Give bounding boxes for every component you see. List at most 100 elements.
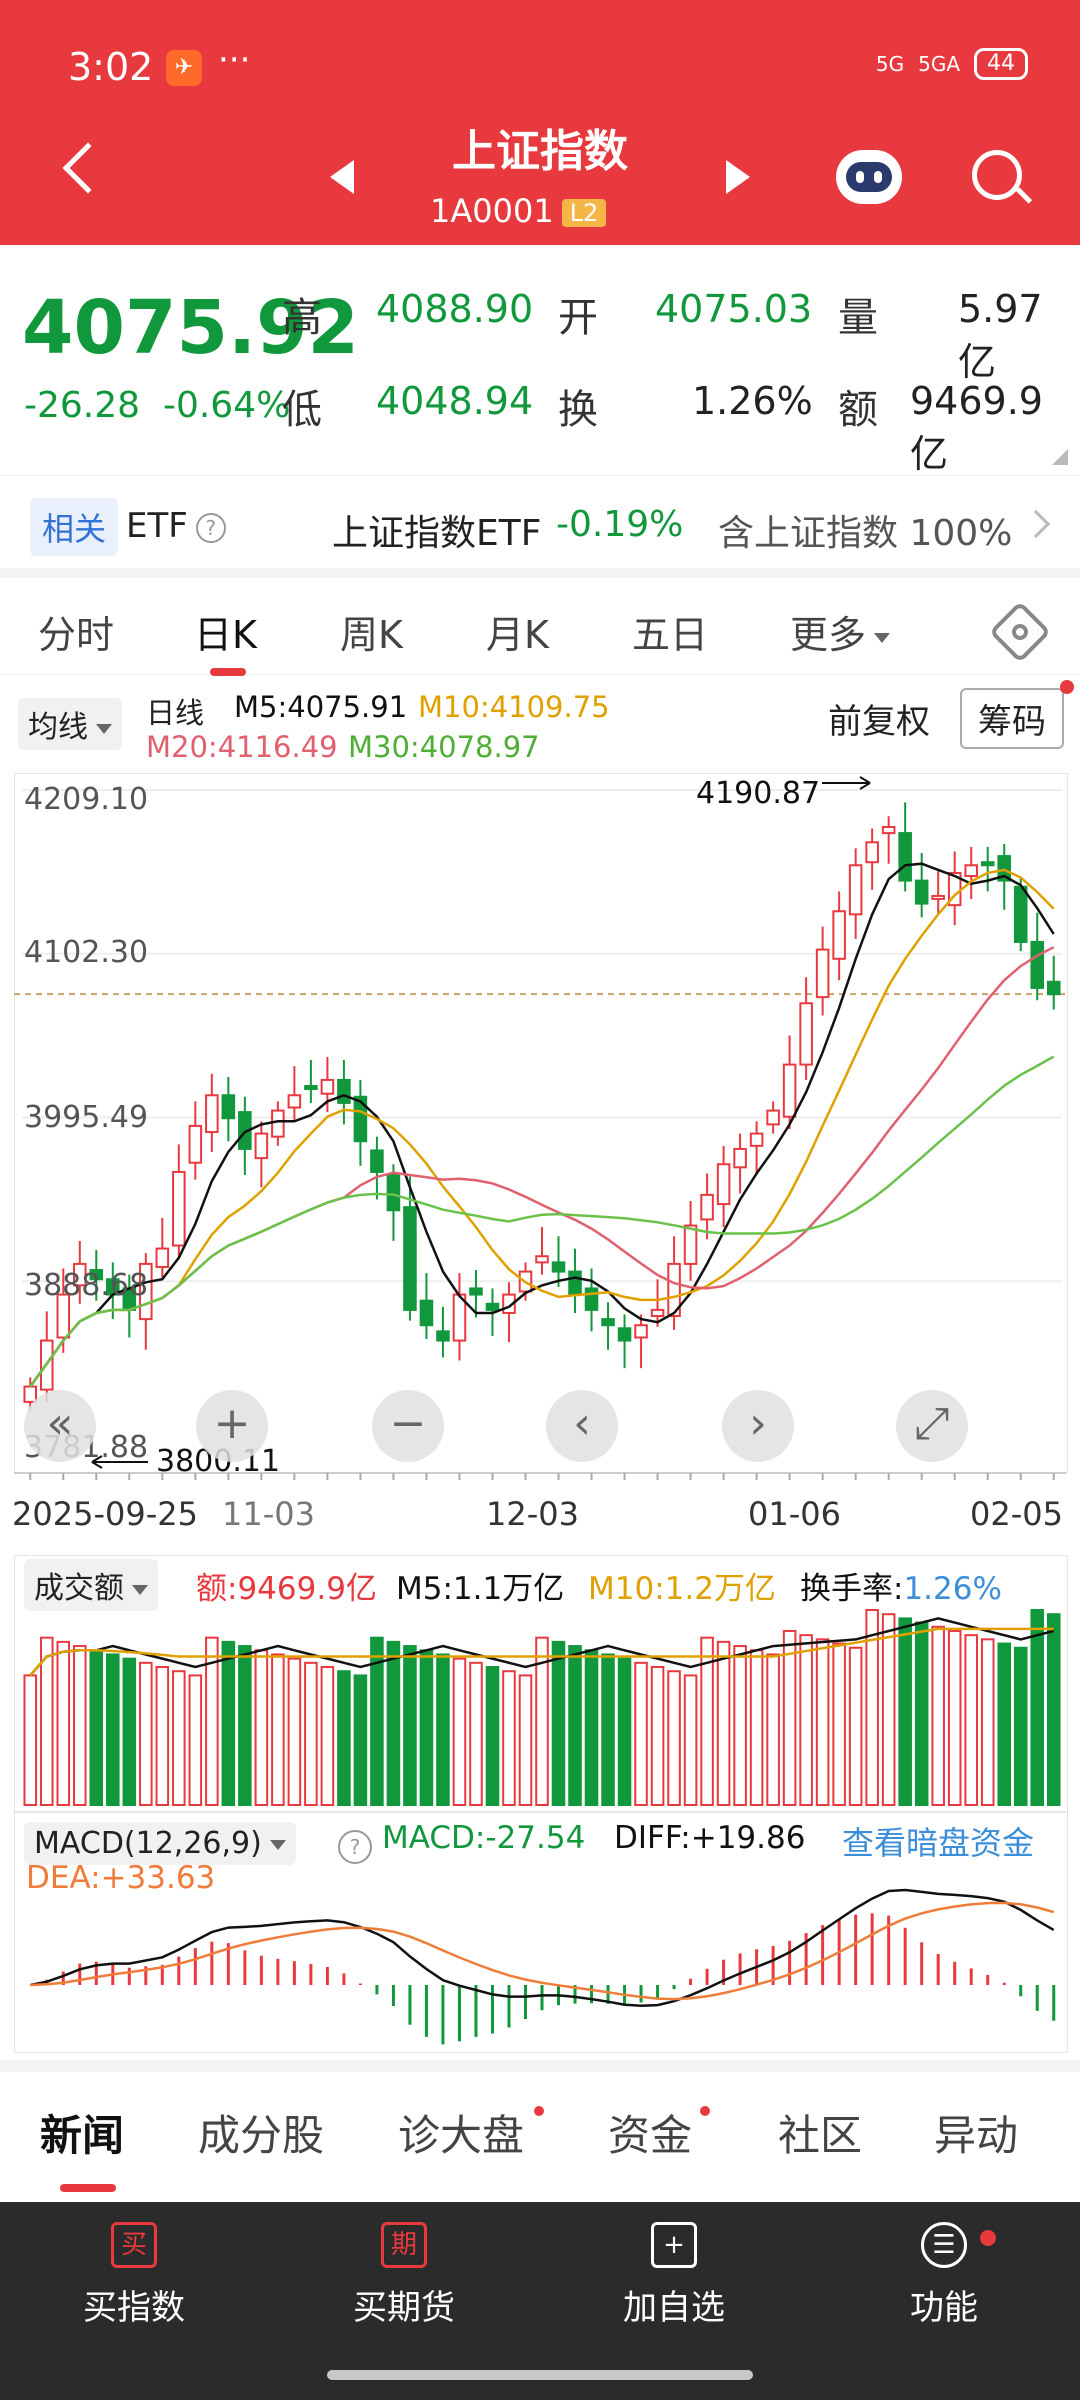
- period-tabs: 分时 日K 周K 月K 五日 更多: [0, 580, 1080, 676]
- scroll-right-button[interactable]: ›: [722, 1390, 794, 1462]
- buy-index-button[interactable]: 买 买指数: [34, 2222, 234, 2329]
- tab-movement[interactable]: 异动: [934, 2111, 1019, 2160]
- volume-bar: [188, 1674, 203, 1806]
- min-arrowhead: [91, 1455, 103, 1469]
- related-tag: 相关: [30, 498, 119, 556]
- volume-bar: [205, 1636, 219, 1806]
- macd-help-icon[interactable]: ?: [338, 1830, 372, 1864]
- tab-intraday[interactable]: 分时: [38, 613, 115, 657]
- volume-chart[interactable]: [0, 0, 1080, 2060]
- volume-bar: [287, 1657, 302, 1806]
- volume-bar: [898, 1617, 912, 1806]
- turnover-rate-value: 1.26%: [903, 1571, 1002, 1607]
- etf-name: 上证指数ETF: [332, 513, 542, 554]
- volume-bar: [716, 1640, 731, 1806]
- candle-body: [716, 1163, 731, 1206]
- y-tick-label: 3888.68: [24, 1268, 149, 1303]
- tab-community[interactable]: 社区: [778, 2111, 863, 2160]
- related-etf-bar[interactable]: 相关 ETF? 上证指数ETF -0.19% 含上证指数 100%: [0, 475, 1080, 575]
- macd-selector[interactable]: MACD(12,26,9): [24, 1822, 296, 1865]
- volume-bar: [73, 1645, 87, 1807]
- volume-bar: [155, 1666, 170, 1806]
- ai-assistant-icon[interactable]: [836, 150, 902, 204]
- ma-selector-label: 均线: [28, 710, 88, 745]
- diff-value: DIFF:+19.86: [614, 1820, 806, 1856]
- tab-five-day[interactable]: 五日: [632, 613, 709, 657]
- volume-bar: [914, 1621, 929, 1807]
- tab-funds[interactable]: 资金: [608, 2111, 693, 2160]
- tab-more[interactable]: 更多: [790, 604, 891, 659]
- chips-button[interactable]: 筹码: [960, 688, 1064, 749]
- etf-label: ETF?: [126, 506, 226, 546]
- dark-pool-link[interactable]: 查看暗盘资金: [842, 1824, 1035, 1862]
- x-date-label: 01-06: [748, 1495, 841, 1533]
- fullscreen-button[interactable]: ⤢: [896, 1390, 968, 1462]
- tab-news[interactable]: 新闻: [40, 2111, 125, 2160]
- volume-bar: [353, 1674, 368, 1806]
- candle-body: [683, 1224, 698, 1265]
- volume-bar: [782, 1629, 797, 1807]
- next-index-icon[interactable]: [726, 160, 750, 194]
- zoom-out-button[interactable]: −: [372, 1390, 444, 1462]
- l2-badge[interactable]: L2: [561, 199, 607, 227]
- more-notifications-icon: ···: [218, 40, 251, 80]
- candle-body: [221, 1094, 236, 1120]
- candle-body: [799, 1002, 813, 1066]
- candle-body: [964, 864, 978, 878]
- etf-holding: 含上证指数 100%: [718, 513, 1013, 554]
- volume-bar: [865, 1609, 879, 1806]
- change-value: -26.28: [24, 385, 141, 426]
- buy-icon: 买: [111, 2222, 157, 2268]
- volume-bar: [106, 1653, 120, 1807]
- ma-selector[interactable]: 均线: [18, 698, 122, 750]
- candle-body: [749, 1132, 764, 1147]
- volume-bar: [997, 1642, 1012, 1806]
- chevron-down-icon: [874, 632, 891, 643]
- scroll-left-button[interactable]: ‹: [546, 1390, 618, 1462]
- volume-bar: [667, 1670, 681, 1807]
- turnover-rate-label: 换手率:: [800, 1571, 904, 1607]
- sub-chart-frame[interactable]: [14, 1555, 1068, 2053]
- zoom-in-button[interactable]: +: [196, 1390, 268, 1462]
- volume-bar: [39, 1636, 54, 1806]
- volume-amount: 额:9469.9亿: [196, 1571, 377, 1607]
- volume-bar: [1046, 1613, 1061, 1807]
- volume-bar: [502, 1670, 516, 1807]
- tab-weekly-k[interactable]: 周K: [340, 613, 403, 657]
- page-title: 上证指数: [452, 126, 628, 177]
- help-icon[interactable]: ?: [195, 512, 226, 543]
- diff-line: [30, 1888, 1055, 2007]
- candle-body: [386, 1173, 401, 1212]
- kline-chart[interactable]: [0, 0, 1080, 1480]
- search-icon[interactable]: [972, 150, 1022, 200]
- buy-futures-button[interactable]: 期 买期货: [304, 2222, 504, 2329]
- tab-daily-k[interactable]: 日K: [194, 613, 257, 657]
- volume-bar: [139, 1661, 153, 1807]
- tab-diagnose[interactable]: 诊大盘: [398, 2111, 525, 2160]
- volume-bar: [815, 1638, 830, 1807]
- scroll-left-fast-button[interactable]: «: [24, 1390, 96, 1462]
- x-date-label: 12-03: [486, 1495, 579, 1533]
- previous-index-icon[interactable]: [330, 160, 354, 194]
- adjust-mode[interactable]: 前复权: [828, 702, 930, 742]
- functions-button[interactable]: ☰ 功能: [844, 2222, 1044, 2329]
- tab-monthly-k[interactable]: 月K: [486, 613, 549, 657]
- volume-bar: [964, 1634, 978, 1806]
- tab-constituents[interactable]: 成分股: [198, 2111, 325, 2160]
- quote-panel: 4075.92 -26.28 -0.64% 高 4088.90 开 4075.0…: [0, 245, 1080, 476]
- expand-corner-icon[interactable]: [1052, 449, 1068, 465]
- volume-selector[interactable]: 成交额: [24, 1559, 158, 1611]
- chevron-down-icon: [96, 723, 112, 734]
- ma5-value: M5:4075.91: [234, 690, 408, 724]
- candle-body: [881, 825, 896, 835]
- candle-body: [865, 841, 879, 864]
- volume-bar: [749, 1649, 764, 1806]
- add-watchlist-button[interactable]: + 加自选: [574, 2222, 774, 2329]
- volume-bar: [931, 1625, 945, 1806]
- high-value: 4088.90: [376, 287, 534, 331]
- volume-bar: [568, 1645, 582, 1807]
- candle-body: [337, 1078, 351, 1104]
- candle-body: [1046, 980, 1061, 996]
- candle-body: [155, 1247, 170, 1268]
- buy-futures-label: 买期货: [353, 2288, 455, 2328]
